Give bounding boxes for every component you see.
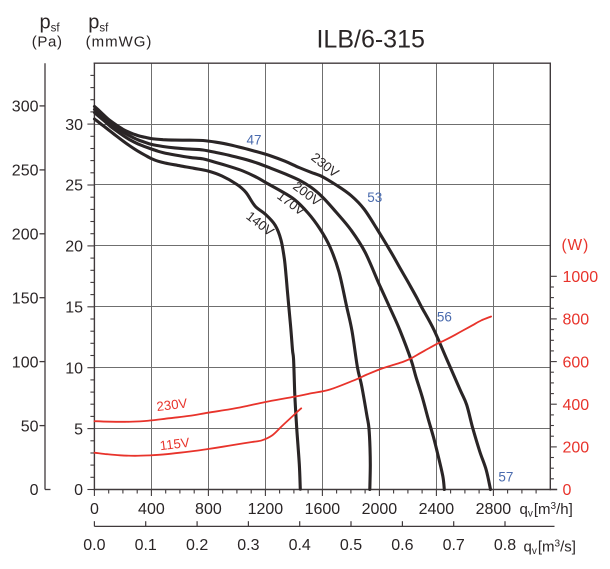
svg-text:115V: 115V bbox=[159, 435, 191, 454]
svg-text:20: 20 bbox=[65, 239, 83, 256]
svg-text:5: 5 bbox=[74, 421, 83, 438]
svg-text:400: 400 bbox=[138, 501, 165, 518]
svg-text:230V: 230V bbox=[156, 395, 189, 414]
svg-text:(mmWG): (mmWG) bbox=[86, 34, 153, 51]
svg-text:200: 200 bbox=[12, 227, 39, 244]
svg-text:0: 0 bbox=[30, 482, 39, 499]
svg-text:47: 47 bbox=[246, 132, 261, 147]
svg-text:0.2: 0.2 bbox=[186, 537, 208, 554]
svg-text:0: 0 bbox=[74, 482, 83, 499]
svg-text:53: 53 bbox=[367, 190, 382, 205]
svg-text:1600: 1600 bbox=[305, 501, 341, 518]
svg-text:0.8: 0.8 bbox=[494, 537, 516, 554]
svg-text:56: 56 bbox=[437, 309, 452, 324]
svg-text:qv[m3/h]: qv[m3/h] bbox=[520, 501, 573, 520]
svg-text:0.0: 0.0 bbox=[83, 537, 105, 554]
svg-text:0.4: 0.4 bbox=[289, 537, 311, 554]
svg-text:2000: 2000 bbox=[362, 501, 398, 518]
svg-text:100: 100 bbox=[12, 354, 39, 371]
svg-text:2400: 2400 bbox=[419, 501, 455, 518]
svg-text:57: 57 bbox=[498, 470, 513, 485]
svg-text:300: 300 bbox=[12, 99, 39, 116]
svg-text:0: 0 bbox=[563, 482, 572, 499]
svg-text:25: 25 bbox=[65, 178, 83, 195]
svg-text:0.7: 0.7 bbox=[443, 537, 465, 554]
svg-text:0.1: 0.1 bbox=[135, 537, 157, 554]
svg-text:800: 800 bbox=[195, 501, 222, 518]
svg-text:qv[m3/s]: qv[m3/s] bbox=[524, 538, 576, 557]
svg-text:250: 250 bbox=[12, 163, 39, 180]
svg-text:15: 15 bbox=[65, 300, 83, 317]
svg-text:0.5: 0.5 bbox=[340, 537, 362, 554]
svg-text:400: 400 bbox=[563, 397, 590, 414]
svg-text:(W): (W) bbox=[562, 237, 590, 254]
svg-text:(Pa): (Pa) bbox=[32, 34, 63, 51]
svg-text:150: 150 bbox=[12, 290, 39, 307]
svg-text:1000: 1000 bbox=[563, 269, 599, 286]
svg-text:50: 50 bbox=[21, 418, 39, 435]
svg-text:ILB/6-315: ILB/6-315 bbox=[316, 25, 424, 53]
svg-text:1200: 1200 bbox=[248, 501, 284, 518]
svg-text:800: 800 bbox=[563, 312, 590, 329]
svg-text:600: 600 bbox=[563, 354, 590, 371]
svg-text:0: 0 bbox=[90, 501, 99, 518]
svg-text:2800: 2800 bbox=[476, 501, 512, 518]
svg-text:0.3: 0.3 bbox=[237, 537, 259, 554]
svg-text:200: 200 bbox=[563, 440, 590, 457]
svg-text:0.6: 0.6 bbox=[391, 537, 413, 554]
svg-text:30: 30 bbox=[65, 117, 83, 134]
svg-text:10: 10 bbox=[65, 360, 83, 377]
